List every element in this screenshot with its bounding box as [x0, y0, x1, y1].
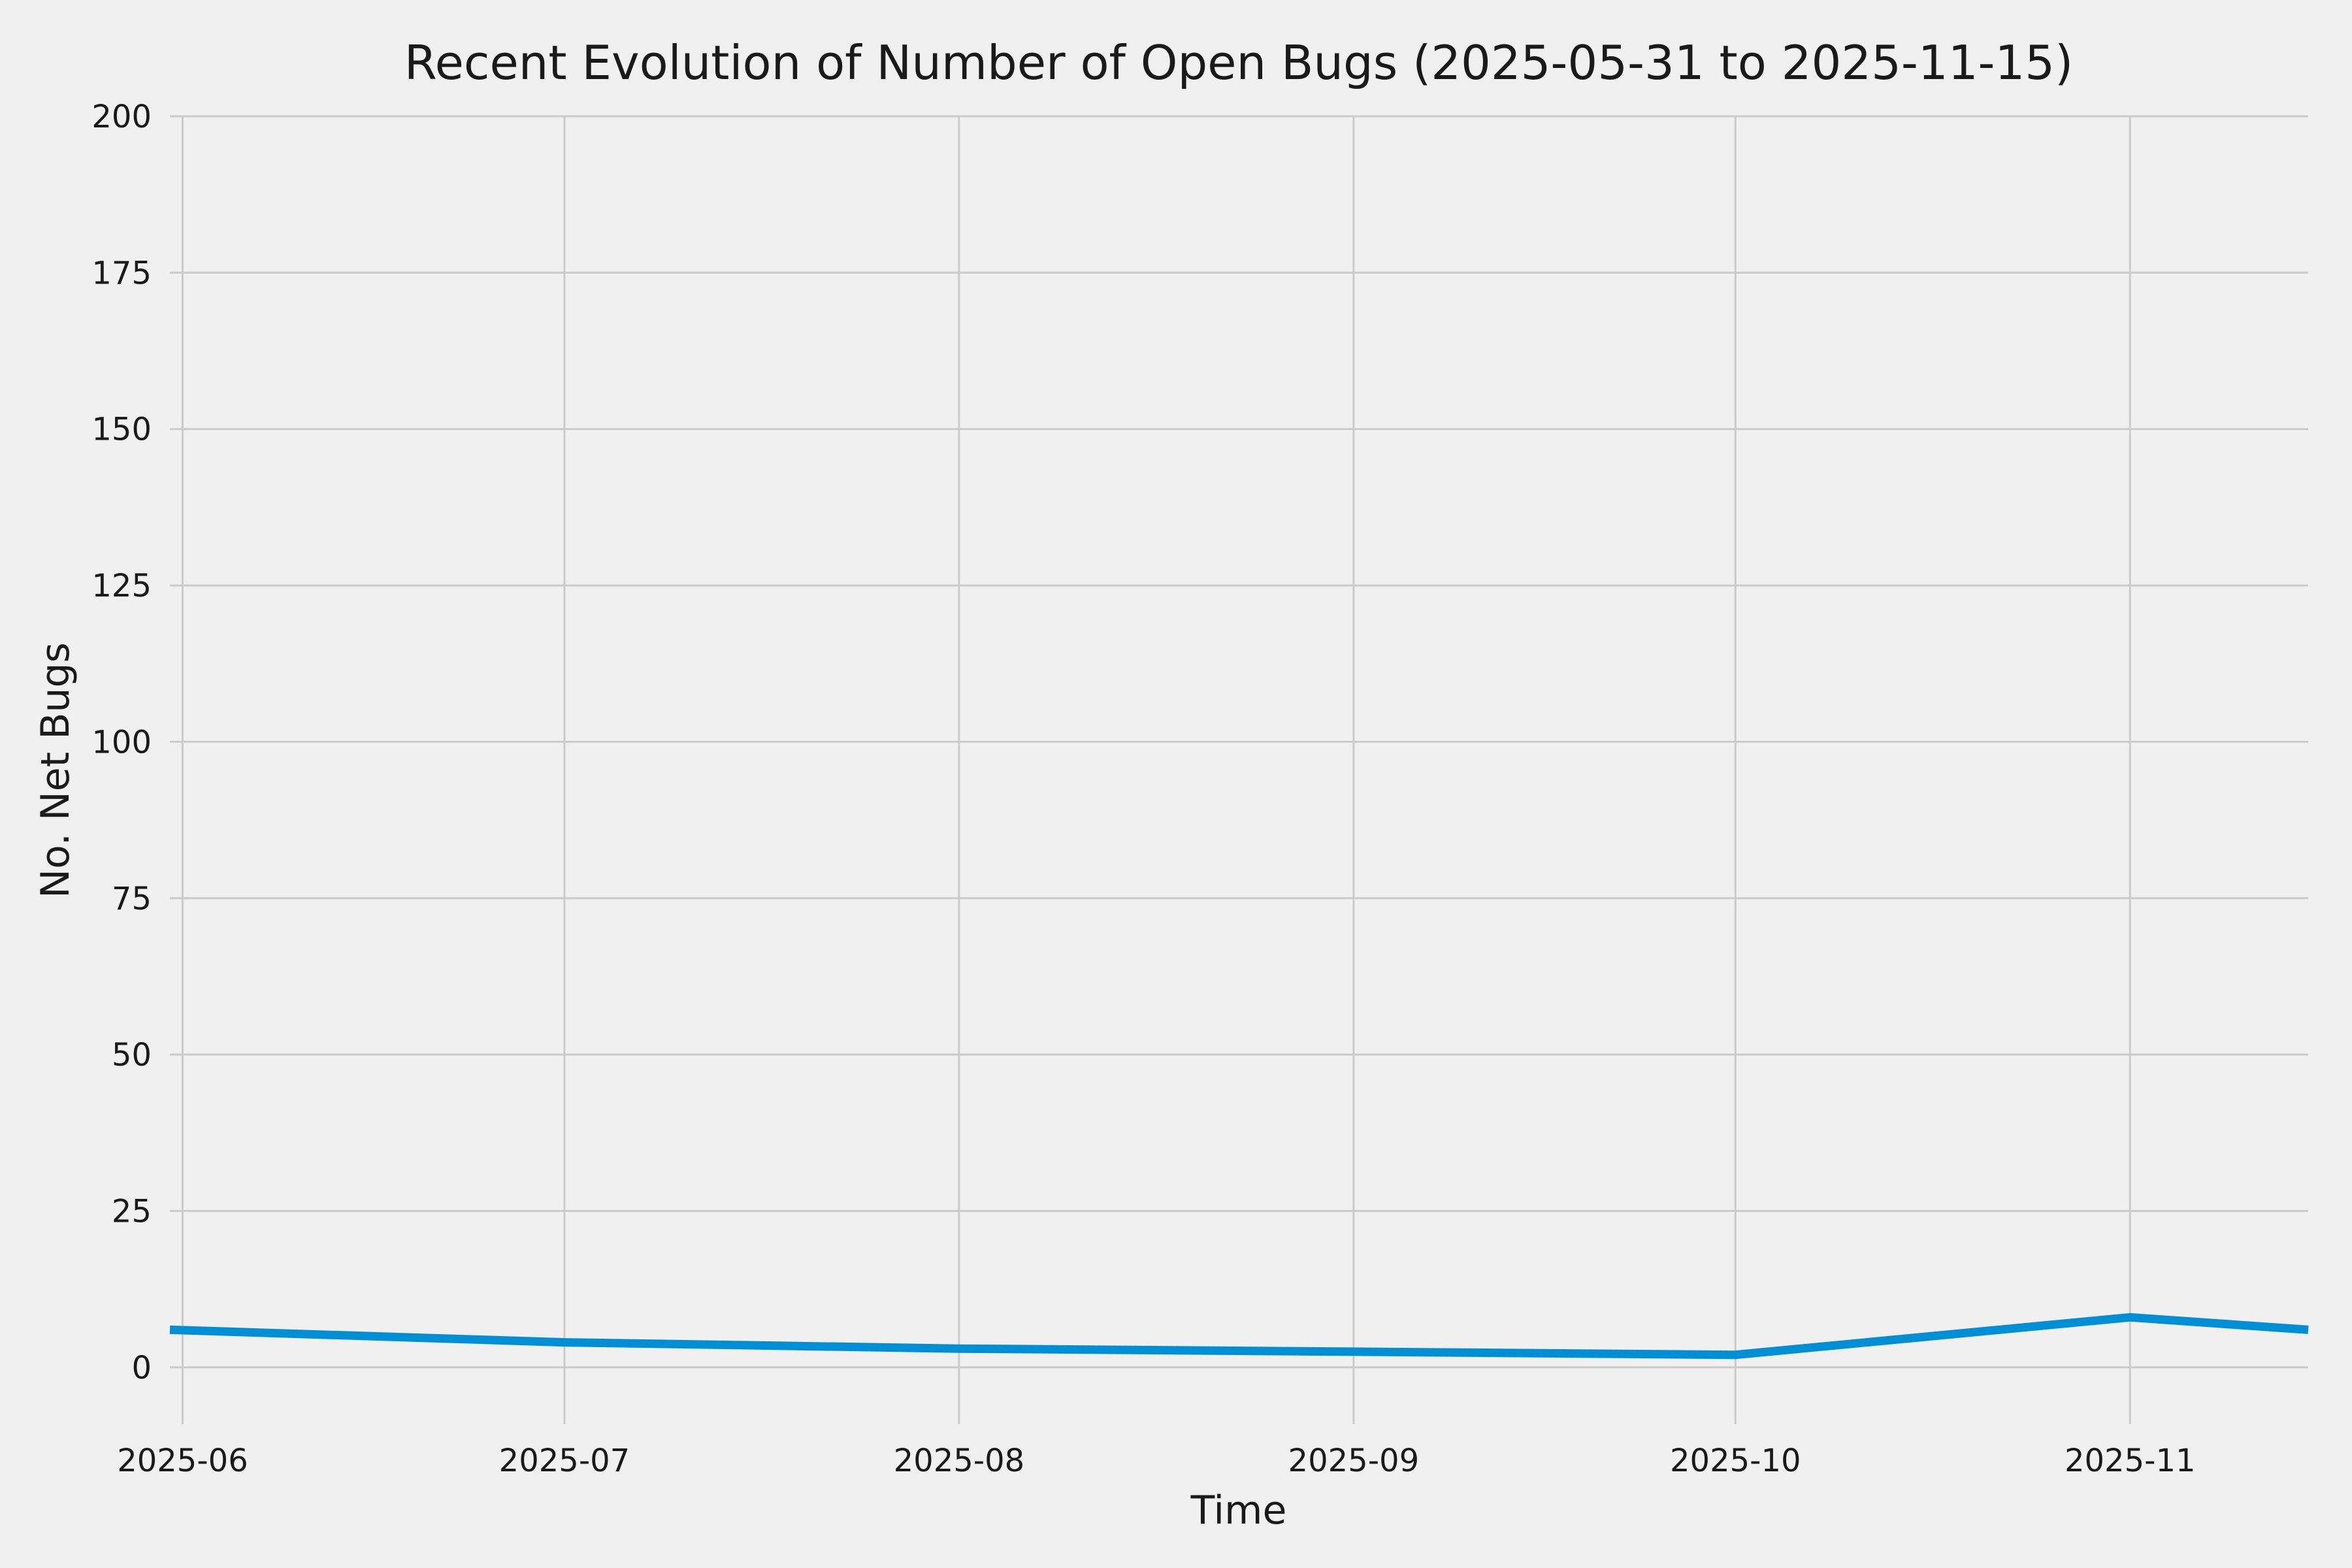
x-tick-label: 2025-11 [2065, 1443, 2196, 1479]
x-tick-label: 2025-09 [1288, 1443, 1420, 1479]
y-tick-label: 25 [112, 1194, 152, 1230]
x-axis-label: Time [1190, 1488, 1287, 1533]
y-tick-label: 75 [112, 881, 152, 917]
open-bugs-line [169, 1313, 2309, 1360]
x-tick-label: 2025-06 [117, 1443, 248, 1479]
series-layer [169, 1313, 2309, 1360]
tick-label-layer: 0 25 50 75 100 125 150 175 200 2025-06 2025-07 2025… [91, 99, 2195, 1479]
y-tick-label: 175 [91, 255, 152, 291]
y-tick-label: 200 [91, 99, 152, 135]
y-tick-label: 150 [91, 412, 152, 448]
x-tick-label: 2025-10 [1670, 1443, 1801, 1479]
y-tick-label: 100 [91, 724, 152, 760]
grid-layer [170, 115, 2308, 1424]
x-tick-label: 2025-07 [499, 1443, 630, 1479]
y-tick-label: 0 [131, 1350, 152, 1386]
y-tick-label: 50 [112, 1037, 152, 1073]
chart-title: Recent Evolution of Number of Open Bugs … [404, 35, 2073, 90]
x-tick-label: 2025-08 [894, 1443, 1025, 1479]
y-tick-label: 125 [91, 568, 152, 604]
y-axis-label: No. Net Bugs [33, 642, 78, 898]
